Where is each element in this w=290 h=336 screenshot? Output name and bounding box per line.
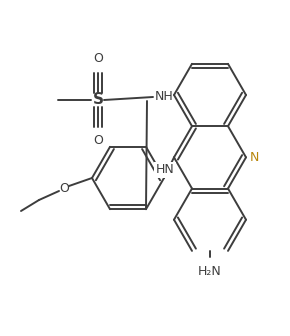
Text: O: O	[93, 134, 103, 148]
Text: O: O	[59, 181, 69, 195]
Text: NH: NH	[155, 90, 174, 103]
Text: S: S	[93, 92, 104, 108]
Text: O: O	[93, 52, 103, 66]
Text: H₂N: H₂N	[198, 265, 222, 278]
Text: HN: HN	[156, 163, 174, 176]
Text: N: N	[250, 151, 259, 164]
